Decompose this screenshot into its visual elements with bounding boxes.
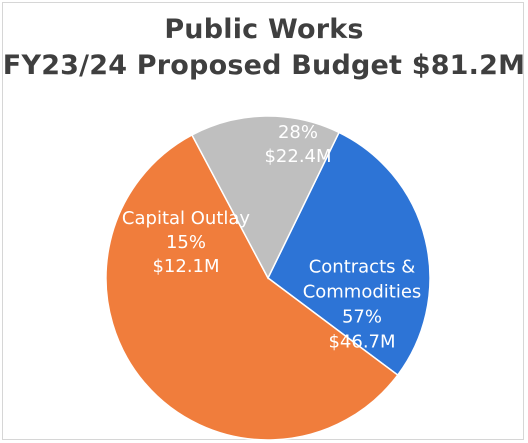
- slice-label-line: Capital Outlay: [122, 208, 251, 229]
- slice-label-line: Contracts &: [309, 257, 416, 278]
- pie-slice-3: [190, 115, 341, 280]
- slice-label-line: Commodities: [303, 282, 422, 303]
- slice-label-line: 28%: [278, 122, 318, 143]
- slice-label-line: $22.4M: [264, 146, 331, 167]
- pie-slice-1: [267, 131, 431, 377]
- slice-label-1: Personnel 28% $22.4M: [254, 98, 342, 167]
- slice-label-3: Capital Outlay 15% $12.1M: [122, 208, 251, 277]
- chart-title: Public Works: [164, 14, 364, 45]
- slice-label-line: $12.1M: [152, 256, 219, 277]
- slice-label-line: Personnel: [254, 98, 342, 119]
- pie-slice-2: [105, 133, 399, 441]
- chart-subtitle: FY23/24 Proposed Budget $81.2M: [2, 50, 526, 81]
- slice-label-line: 57%: [342, 307, 382, 328]
- slice-label-line: 15%: [166, 232, 206, 253]
- slice-label-2: Contracts & Commodities 57% $46.7M: [303, 257, 422, 353]
- slice-label-line: $46.7M: [328, 332, 395, 353]
